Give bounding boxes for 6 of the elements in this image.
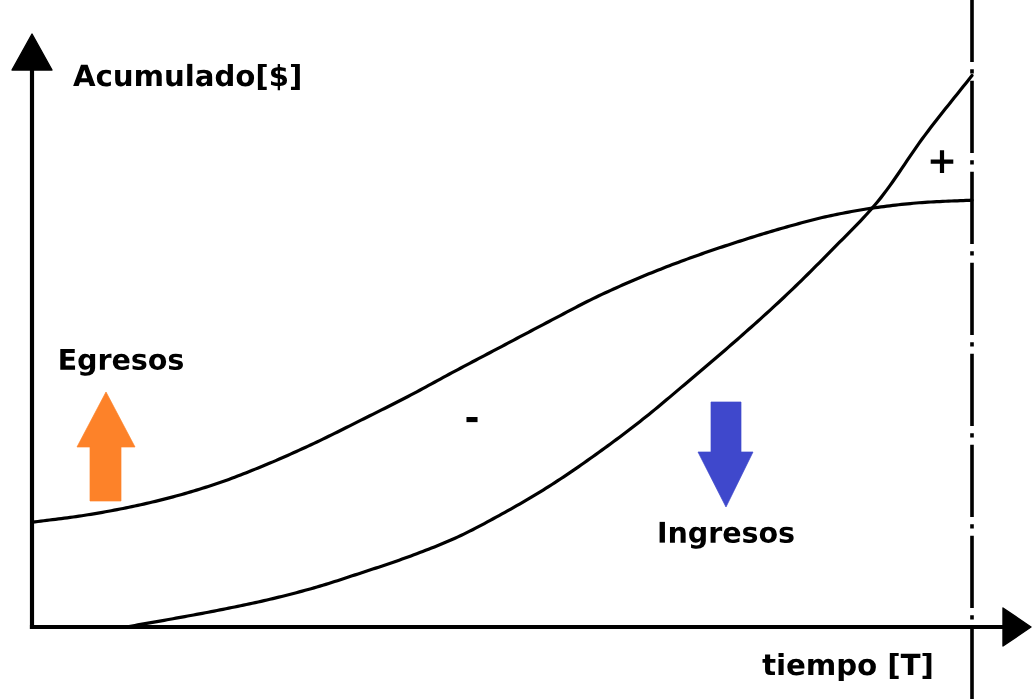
x-axis-title: tiempo [T] [762,652,932,682]
annotation: Egresos [60,348,183,376]
annotation: Ingresos [659,521,794,549]
annotation: - [466,417,478,423]
annotation: + [930,150,954,173]
y-axis-title: Acumulado[$] [73,63,300,91]
